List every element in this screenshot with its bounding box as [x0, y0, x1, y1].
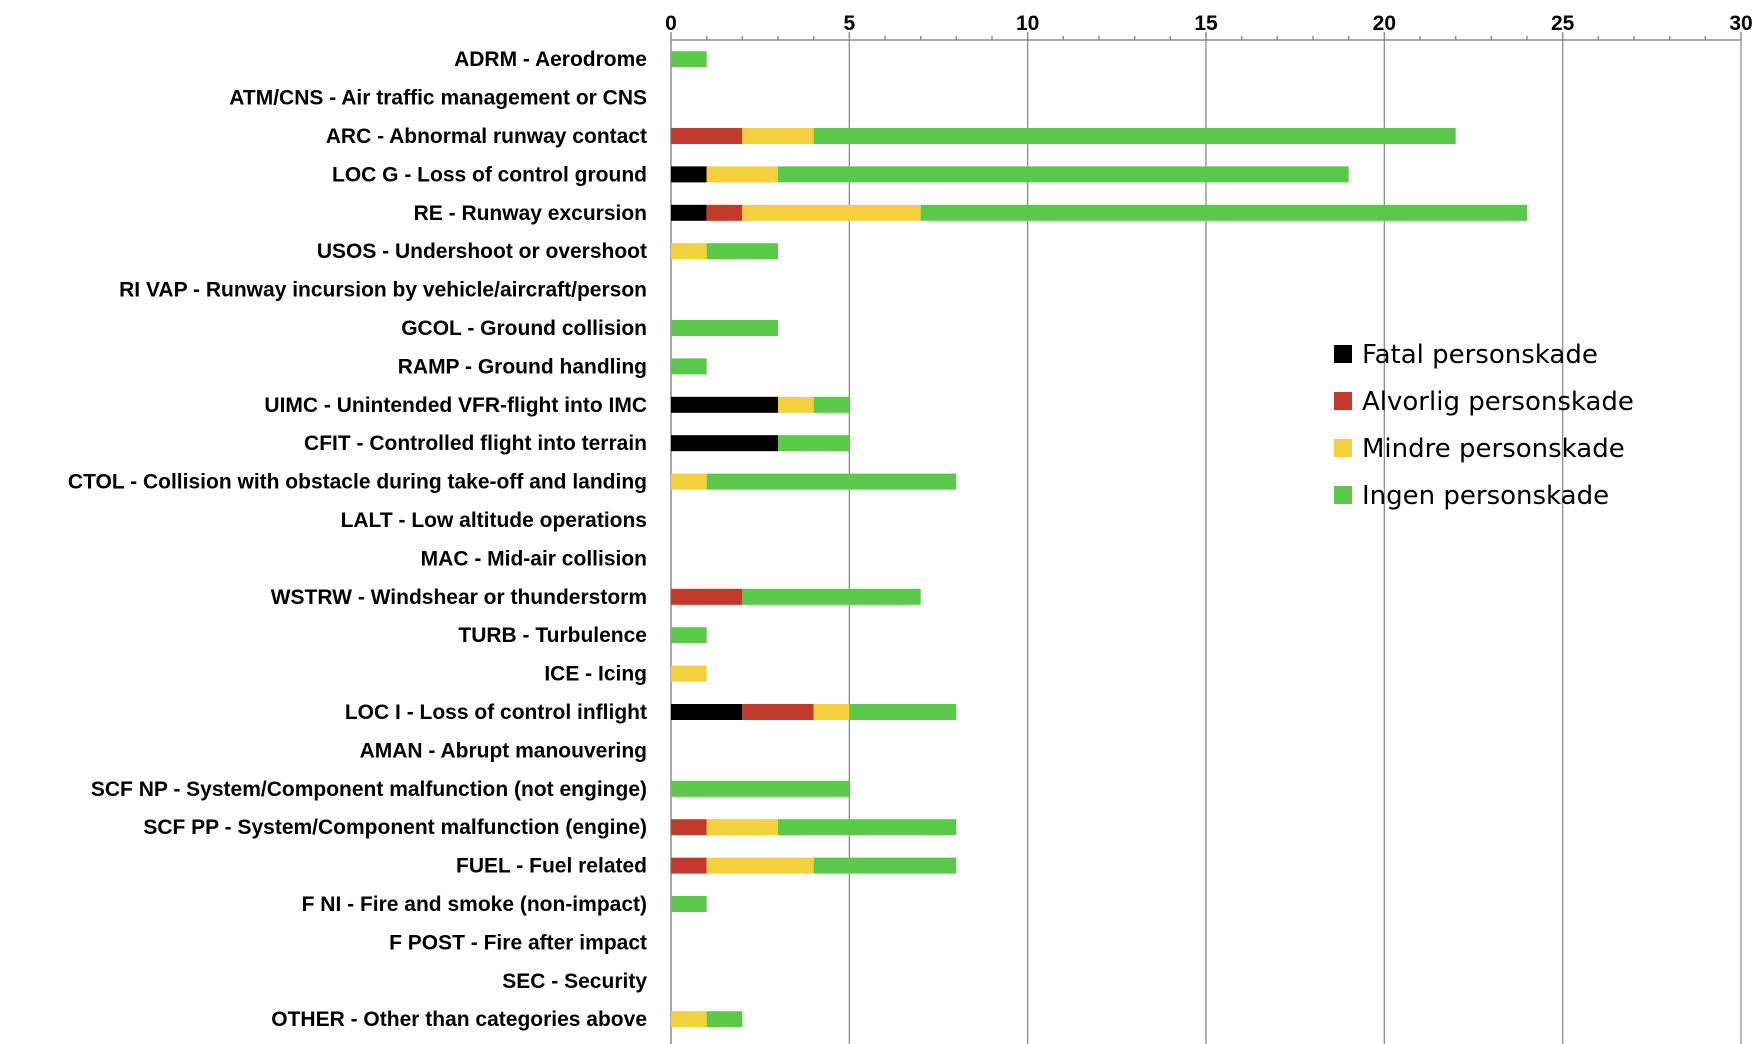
- x-tick-label: 15: [1194, 12, 1218, 35]
- category-label: FUEL - Fuel related: [456, 855, 647, 878]
- bar-segment: [671, 665, 707, 682]
- category-label: SCF NP - System/Component malfunction (n…: [91, 778, 647, 801]
- legend-swatch: [1334, 439, 1352, 457]
- x-axis-ticks: 0 5 10 15 20 25 30: [665, 12, 1753, 41]
- gridlines: [670, 40, 1742, 1044]
- x-tick-label: 0: [665, 12, 677, 35]
- bar-segment: [706, 473, 957, 490]
- bar-segment: [671, 1011, 707, 1028]
- category-label: RI VAP - Runway incursion by vehicle/air…: [119, 279, 647, 302]
- legend-label: Mindre personskade: [1362, 434, 1625, 464]
- category-label: RE - Runway excursion: [414, 202, 647, 225]
- bar-segment: [778, 166, 1349, 183]
- bar-segment: [742, 204, 921, 221]
- bar-segment: [813, 857, 957, 874]
- category-label: LOC I - Loss of control inflight: [345, 701, 647, 724]
- bar-segment: [671, 243, 707, 260]
- bar-segment: [706, 166, 778, 183]
- bar-segment: [671, 396, 778, 413]
- legend-label: Ingen personskade: [1362, 481, 1609, 511]
- bar-segment: [671, 51, 707, 68]
- category-label: ADRM - Aerodrome: [454, 48, 647, 71]
- category-label: F NI - Fire and smoke (non-impact): [302, 893, 647, 916]
- bar-segment: [778, 435, 850, 452]
- bar-segment: [849, 704, 957, 720]
- bar-segment: [742, 128, 814, 144]
- legend-label: Fatal personskade: [1362, 340, 1598, 370]
- legend-swatch: [1334, 392, 1352, 410]
- bar-segment: [920, 204, 1527, 221]
- bar-segment: [671, 204, 707, 221]
- bar-segment: [813, 128, 1456, 144]
- category-label: RAMP - Ground handling: [398, 355, 647, 378]
- bar-segment: [671, 819, 707, 836]
- category-label: LALT - Low altitude operations: [341, 509, 647, 532]
- category-label: GCOL - Ground collision: [401, 317, 647, 340]
- bar-segment: [778, 396, 814, 413]
- category-label: MAC - Mid-air collision: [421, 547, 647, 570]
- x-tick-label: 10: [1016, 12, 1039, 35]
- bar-segment: [671, 627, 707, 644]
- bar-segment: [671, 780, 850, 797]
- x-tick-label: 30: [1729, 12, 1752, 35]
- category-label: SEC - Security: [502, 970, 647, 993]
- bar-segment: [742, 588, 921, 605]
- category-label: AMAN - Abrupt manouvering: [360, 739, 647, 762]
- category-label: UIMC - Unintended VFR-flight into IMC: [264, 394, 647, 417]
- bar-segment: [671, 857, 707, 874]
- category-labels: ADRM - Aerodrome ATM/CNS - Air traffic ma…: [68, 48, 647, 1031]
- category-label: USOS - Undershoot or overshoot: [317, 240, 647, 263]
- bar-segment: [671, 320, 778, 336]
- x-tick-label: 20: [1373, 12, 1396, 35]
- bar-segment: [742, 704, 814, 720]
- bar-segment: [706, 819, 778, 836]
- x-tick-label: 5: [843, 12, 855, 35]
- category-label: F POST - Fire after impact: [389, 931, 647, 954]
- legend-swatch: [1334, 345, 1352, 363]
- legend: Fatal personskade Alvorlig personskade Min…: [1334, 340, 1634, 511]
- x-tick-label: 25: [1551, 12, 1575, 35]
- category-label: WSTRW - Windshear or thunderstorm: [271, 586, 647, 609]
- bar-segment: [778, 819, 957, 836]
- bar-segment: [671, 588, 743, 605]
- category-label: ICE - Icing: [544, 663, 647, 686]
- category-label: ARC - Abnormal runway contact: [326, 125, 647, 148]
- category-label: LOC G - Loss of control ground: [332, 163, 647, 186]
- bar-segment: [706, 243, 778, 260]
- bar-segment: [706, 857, 814, 874]
- bar-segment: [671, 473, 707, 490]
- bars: [671, 51, 1527, 1028]
- category-label: OTHER - Other than categories above: [271, 1008, 647, 1031]
- category-label: CTOL - Collision with obstacle during ta…: [68, 471, 647, 494]
- bar-segment: [671, 166, 707, 183]
- bar-segment: [671, 896, 707, 912]
- legend-swatch: [1334, 486, 1352, 504]
- bar-segment: [706, 204, 743, 221]
- category-label: TURB - Turbulence: [458, 624, 647, 647]
- bar-segment: [671, 128, 743, 144]
- bar-segment: [671, 435, 778, 452]
- bar-segment: [813, 396, 850, 413]
- bar-segment: [706, 1011, 743, 1028]
- category-label: SCF PP - System/Component malfunction (e…: [143, 816, 647, 839]
- bar-segment: [671, 358, 707, 375]
- bar-segment: [671, 704, 743, 720]
- category-label: ATM/CNS - Air traffic management or CNS: [229, 87, 647, 110]
- legend-label: Alvorlig personskade: [1362, 387, 1634, 417]
- bar-segment: [813, 704, 850, 720]
- category-label: CFIT - Controlled flight into terrain: [304, 432, 647, 455]
